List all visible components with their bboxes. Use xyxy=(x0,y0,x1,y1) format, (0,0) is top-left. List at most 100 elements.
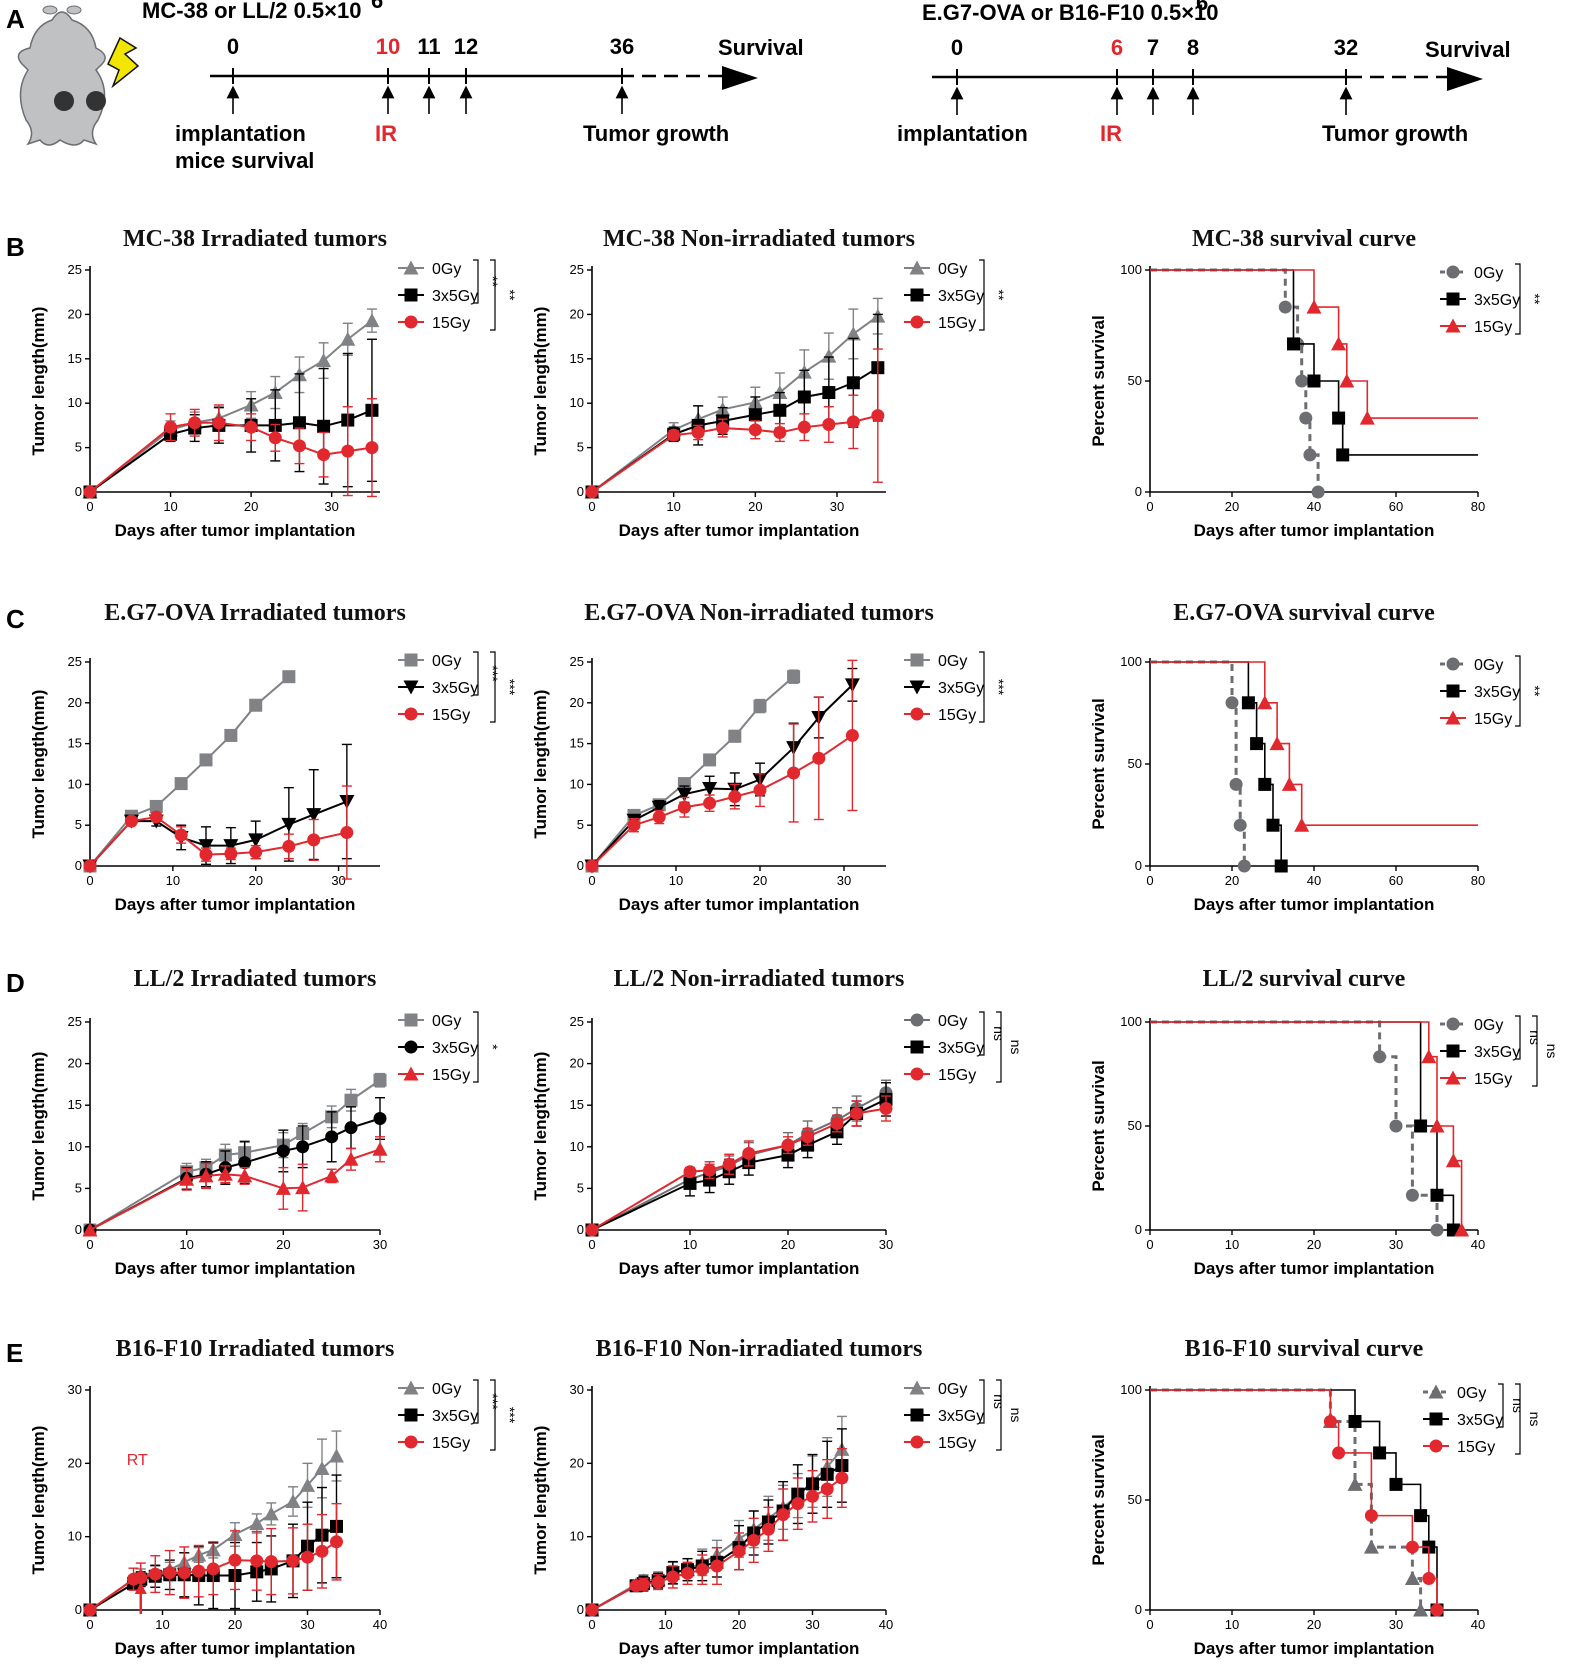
y-tick-label: 15 xyxy=(570,351,584,366)
legend-marker xyxy=(910,288,924,302)
censor-point xyxy=(1430,1188,1444,1202)
series-15Gy xyxy=(1150,269,1478,425)
legend-label-0Gy: 0Gy xyxy=(938,653,967,670)
data-point xyxy=(365,441,379,455)
x-tick-label: 20 xyxy=(248,873,262,888)
x-tick-label: 10 xyxy=(179,1237,193,1252)
data-point xyxy=(174,777,188,791)
legend-label-3x5Gy: 3x5Gy xyxy=(1457,1412,1503,1429)
x-tick-label: 10 xyxy=(155,1617,169,1632)
data-point xyxy=(341,444,355,458)
x-tick-label: 0 xyxy=(86,499,93,514)
data-point xyxy=(585,485,599,499)
data-point xyxy=(264,1555,278,1569)
data-point xyxy=(683,1176,697,1190)
data-point xyxy=(373,1073,387,1087)
censor-point xyxy=(1258,777,1272,791)
timeline-day-right-4: 32 xyxy=(1334,35,1358,60)
legend-marker xyxy=(1446,1044,1460,1058)
significance-label: *** xyxy=(502,679,518,696)
data-point xyxy=(677,777,691,791)
legend-marker xyxy=(403,680,419,695)
x-tick-label: 0 xyxy=(588,499,595,514)
legend-marker xyxy=(404,707,418,721)
data-point xyxy=(344,1093,358,1107)
censor-point xyxy=(1429,1118,1445,1133)
survival-step-line xyxy=(1150,269,1478,456)
survival-step-line xyxy=(1150,661,1282,866)
legend-label-3x5Gy: 3x5Gy xyxy=(938,680,984,697)
significance-label: ** xyxy=(485,276,501,287)
data-point xyxy=(149,810,163,824)
panel-label-b: B xyxy=(6,232,25,262)
data-point xyxy=(797,390,811,404)
mouse-icon xyxy=(17,5,140,146)
data-point xyxy=(773,426,787,440)
data-point xyxy=(163,1566,177,1580)
data-point xyxy=(850,1107,864,1121)
series-15Gy xyxy=(585,659,859,873)
censor-point xyxy=(1373,1050,1387,1064)
x-tick-label: 30 xyxy=(805,1617,819,1632)
censor-point xyxy=(1307,374,1321,388)
chart-E-2: B16-F10 survival curve 0 10 20 30 40 0 50 100 Day… xyxy=(1089,1336,1543,1658)
chart-title: B16-F10 Irradiated tumors xyxy=(116,1336,395,1362)
y-axis-label: Tumor length(mm) xyxy=(29,307,48,456)
series-0Gy xyxy=(584,297,886,499)
y-axis-label: Tumor length(mm) xyxy=(531,307,550,456)
data-point xyxy=(846,376,860,390)
series-line xyxy=(89,1079,381,1231)
legend-label-15Gy: 15Gy xyxy=(938,707,976,724)
significance-label: ns xyxy=(1008,1040,1024,1055)
legend-label-15Gy: 15Gy xyxy=(938,315,976,332)
data-point xyxy=(124,814,138,828)
data-point xyxy=(276,1144,290,1158)
data-point xyxy=(281,817,297,832)
data-point xyxy=(722,1157,736,1171)
censor-point xyxy=(1294,817,1310,832)
x-axis-label: Days after tumor implantation xyxy=(619,895,860,914)
legend-marker xyxy=(910,315,924,329)
series-line xyxy=(89,1148,381,1231)
legend: 0Gy 3x5Gy 15Gy xyxy=(1423,1384,1503,1456)
schematic-right-tumor-growth: Tumor growth xyxy=(1322,121,1468,146)
significance-bracket xyxy=(490,651,496,723)
significance-bracket xyxy=(979,1011,985,1056)
legend-marker xyxy=(910,653,924,667)
series-line xyxy=(591,1448,843,1611)
legend: 0Gy 3x5Gy 15Gy xyxy=(398,1013,478,1084)
data-point xyxy=(263,1506,279,1521)
y-tick-label: 50 xyxy=(1128,373,1142,388)
data-point xyxy=(683,1165,697,1179)
data-point xyxy=(667,428,681,442)
legend-marker xyxy=(404,315,418,329)
x-tick-label: 0 xyxy=(86,1617,93,1632)
data-point xyxy=(835,1471,849,1485)
timeline-day-left-2: 11 xyxy=(417,34,440,59)
series-3x5Gy xyxy=(1150,661,1288,873)
x-tick-label: 20 xyxy=(1307,1617,1321,1632)
y-axis-label: Tumor length(mm) xyxy=(29,690,48,839)
censor-point xyxy=(1225,696,1239,710)
schematic-right-ir: IR xyxy=(1100,121,1122,146)
legend-label-3x5Gy: 3x5Gy xyxy=(938,1408,984,1425)
y-tick-label: 100 xyxy=(1120,1014,1142,1029)
x-tick-label: 30 xyxy=(1389,1617,1403,1632)
significance-bracket xyxy=(473,1011,479,1083)
censor-point xyxy=(1359,410,1375,425)
y-tick-label: 0 xyxy=(75,858,82,873)
series-15Gy xyxy=(82,1136,388,1237)
data-point xyxy=(238,1156,252,1170)
chart-D-0: LL/2 Irradiated tumors 0 10 20 30 0 5 10 15 20 25 D… xyxy=(29,966,501,1278)
chart-title: E.G7-OVA Non-irradiated tumors xyxy=(584,600,934,626)
y-tick-label: 15 xyxy=(68,351,82,366)
chart-C-0: E.G7-OVA Irradiated tumors 0 10 20 30 0 5 10 15 2… xyxy=(29,600,518,914)
y-tick-label: 15 xyxy=(570,1097,584,1112)
panel-label-e: E xyxy=(6,1338,23,1368)
y-axis-label: Tumor length(mm) xyxy=(29,1052,48,1201)
significance-label: *** xyxy=(502,1407,518,1424)
data-point xyxy=(797,420,811,434)
legend-label-0Gy: 0Gy xyxy=(1457,1385,1486,1402)
legend-marker xyxy=(404,653,418,667)
series-line xyxy=(591,1098,887,1231)
